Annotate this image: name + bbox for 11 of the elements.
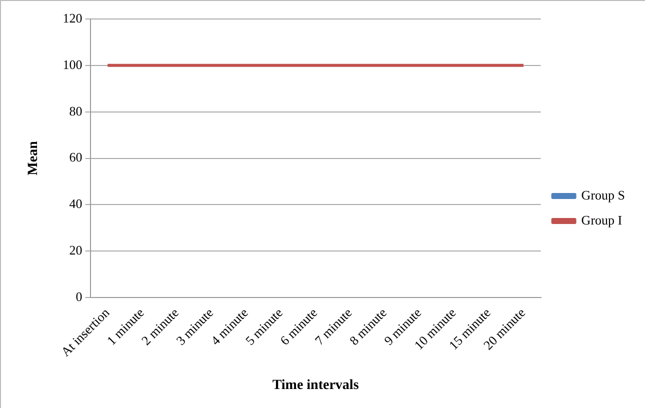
y-tick-label: 60 (69, 150, 82, 165)
legend-label: Group I (581, 212, 622, 228)
y-axis-title: Mean (26, 140, 42, 176)
y-tick-label: 100 (62, 56, 82, 72)
legend-label: Group S (581, 187, 626, 202)
y-tick-label: 40 (69, 196, 82, 212)
y-tick-label: 20 (69, 242, 82, 258)
y-tick-label: 120 (62, 10, 82, 26)
y-tick-label: 80 (69, 103, 82, 118)
y-tick-label: 0 (76, 288, 82, 304)
x-axis-title: Time intervals (272, 378, 360, 394)
